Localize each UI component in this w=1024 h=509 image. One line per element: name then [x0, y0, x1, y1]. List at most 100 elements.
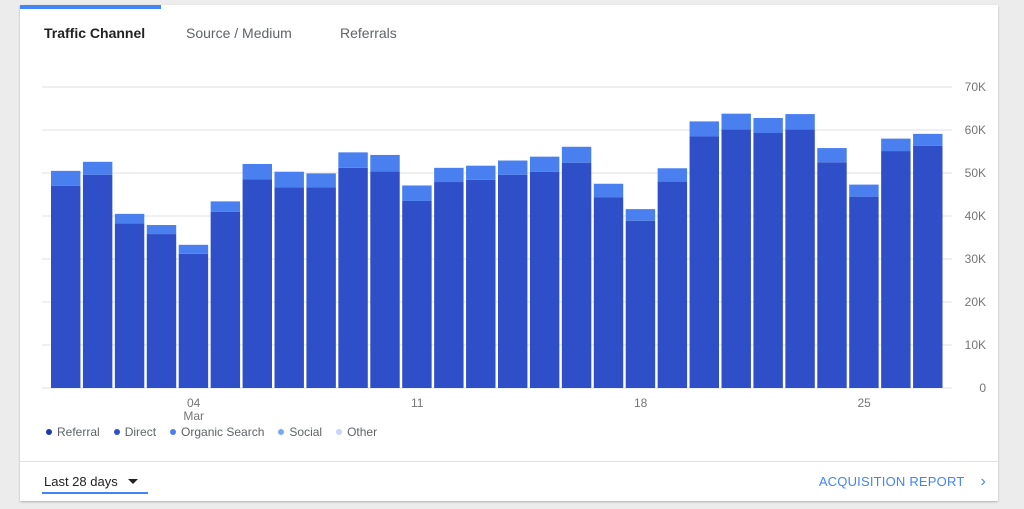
- caret-down-icon: [127, 479, 138, 484]
- bar-direct: [785, 129, 815, 388]
- legend-dot-organic-search: [170, 429, 177, 435]
- bar-organic-search: [498, 160, 528, 175]
- bar-organic-search: [913, 133, 943, 146]
- acquisition-card: Traffic Channel Source / Medium Referral…: [20, 5, 998, 501]
- y-tick-label: 70K: [965, 80, 986, 94]
- bar-organic-search: [306, 173, 336, 188]
- tab-traffic-channel[interactable]: Traffic Channel: [44, 25, 146, 41]
- bar-organic-search: [785, 114, 815, 130]
- bar-organic-search: [178, 244, 209, 254]
- legend-label-referral: Referral: [57, 425, 100, 439]
- bar-direct: [529, 171, 560, 388]
- bar-direct: [274, 187, 304, 388]
- bar-organic-search: [242, 163, 272, 180]
- bar-direct: [881, 151, 911, 388]
- legend-item-referral[interactable]: Referral: [46, 425, 100, 439]
- legend-label-organic-search: Organic Search: [181, 425, 265, 439]
- bar-direct: [466, 179, 496, 388]
- tab-referrals[interactable]: Referrals: [340, 25, 397, 41]
- bar-organic-search: [849, 184, 879, 197]
- legend-dot-other: [336, 429, 343, 435]
- bar-direct: [434, 182, 464, 388]
- bar-direct: [593, 197, 624, 388]
- legend-label-other: Other: [347, 425, 378, 439]
- bar-direct: [338, 167, 368, 388]
- x-tick-label: 18: [634, 396, 648, 410]
- bar-direct: [210, 211, 241, 388]
- bar-organic-search: [82, 161, 113, 175]
- y-tick-label: 30K: [965, 252, 986, 266]
- bar-direct: [913, 145, 943, 388]
- bar-direct: [370, 171, 400, 388]
- bar-organic-search: [817, 148, 847, 163]
- legend-dot-social: [278, 429, 285, 435]
- bar-organic-search: [721, 113, 751, 130]
- bar-organic-search: [274, 171, 304, 188]
- legend-dot-direct: [113, 429, 120, 435]
- bar-organic-search: [529, 156, 560, 172]
- bar-direct: [561, 162, 592, 388]
- bar-organic-search: [146, 225, 177, 235]
- bar-direct: [82, 174, 113, 388]
- y-tick-label: 40K: [965, 209, 986, 223]
- bar-direct: [242, 179, 272, 388]
- y-tick-label: 60K: [965, 123, 986, 137]
- bar-direct: [849, 196, 879, 388]
- y-tick-label: 50K: [965, 166, 986, 180]
- bar-organic-search: [657, 168, 688, 182]
- y-tick-label: 0: [979, 381, 986, 395]
- legend-item-other[interactable]: Other: [336, 425, 377, 439]
- bar-organic-search: [753, 117, 783, 134]
- x-tick-label: 04: [187, 396, 201, 410]
- bar-organic-search: [338, 152, 368, 168]
- date-range-dropdown[interactable]: Last 28 days: [44, 474, 138, 489]
- tab-bar: Traffic Channel Source / Medium Referral…: [20, 5, 998, 65]
- x-tick-label: 25: [857, 396, 871, 410]
- bar-organic-search: [466, 165, 496, 180]
- bar-direct: [625, 220, 656, 388]
- date-range-label: Last 28 days: [44, 474, 118, 489]
- active-tab-indicator: [20, 5, 161, 9]
- bar-organic-search: [881, 138, 911, 152]
- bar-organic-search: [51, 170, 81, 186]
- bar-direct: [402, 200, 432, 388]
- x-tick-sublabel: Mar: [183, 409, 204, 423]
- legend-label-direct: Direct: [124, 425, 157, 439]
- bar-organic-search: [402, 185, 432, 201]
- bar-organic-search: [625, 209, 656, 221]
- date-range-underline: [42, 492, 148, 494]
- bar-organic-search: [434, 167, 464, 183]
- bar-direct: [146, 234, 177, 388]
- bar-direct: [657, 181, 688, 388]
- bar-direct: [689, 136, 719, 388]
- legend-item-social[interactable]: Social: [278, 425, 322, 439]
- bar-organic-search: [210, 201, 241, 212]
- bar-direct: [817, 162, 847, 388]
- footer-divider: [20, 461, 998, 462]
- tab-source-medium[interactable]: Source / Medium: [186, 25, 292, 41]
- bar-direct: [306, 187, 336, 388]
- bar-direct: [114, 223, 145, 388]
- legend-label-social: Social: [289, 425, 323, 439]
- bar-direct: [51, 185, 81, 388]
- bar-organic-search: [114, 213, 145, 224]
- chart-legend: Referral Direct Organic Search Social Ot…: [46, 425, 377, 439]
- bar-organic-search: [370, 154, 400, 172]
- acquisition-report-link[interactable]: ACQUISITION REPORT ›: [818, 473, 986, 490]
- bar-direct: [753, 133, 783, 388]
- chevron-right-icon: ›: [980, 473, 986, 490]
- y-tick-label: 10K: [965, 338, 986, 352]
- bar-direct: [721, 129, 751, 388]
- acquisition-report-label: ACQUISITION REPORT: [818, 474, 965, 489]
- legend-item-organic-search[interactable]: Organic Search: [170, 425, 264, 439]
- bar-organic-search: [561, 146, 592, 163]
- legend-item-direct[interactable]: Direct: [113, 425, 157, 439]
- bar-organic-search: [689, 121, 719, 137]
- x-tick-label: 11: [411, 396, 424, 410]
- bar-organic-search: [593, 183, 624, 198]
- bar-direct: [178, 253, 209, 388]
- legend-dot-referral: [46, 429, 52, 435]
- bar-direct: [498, 174, 528, 388]
- y-tick-label: 20K: [965, 295, 986, 309]
